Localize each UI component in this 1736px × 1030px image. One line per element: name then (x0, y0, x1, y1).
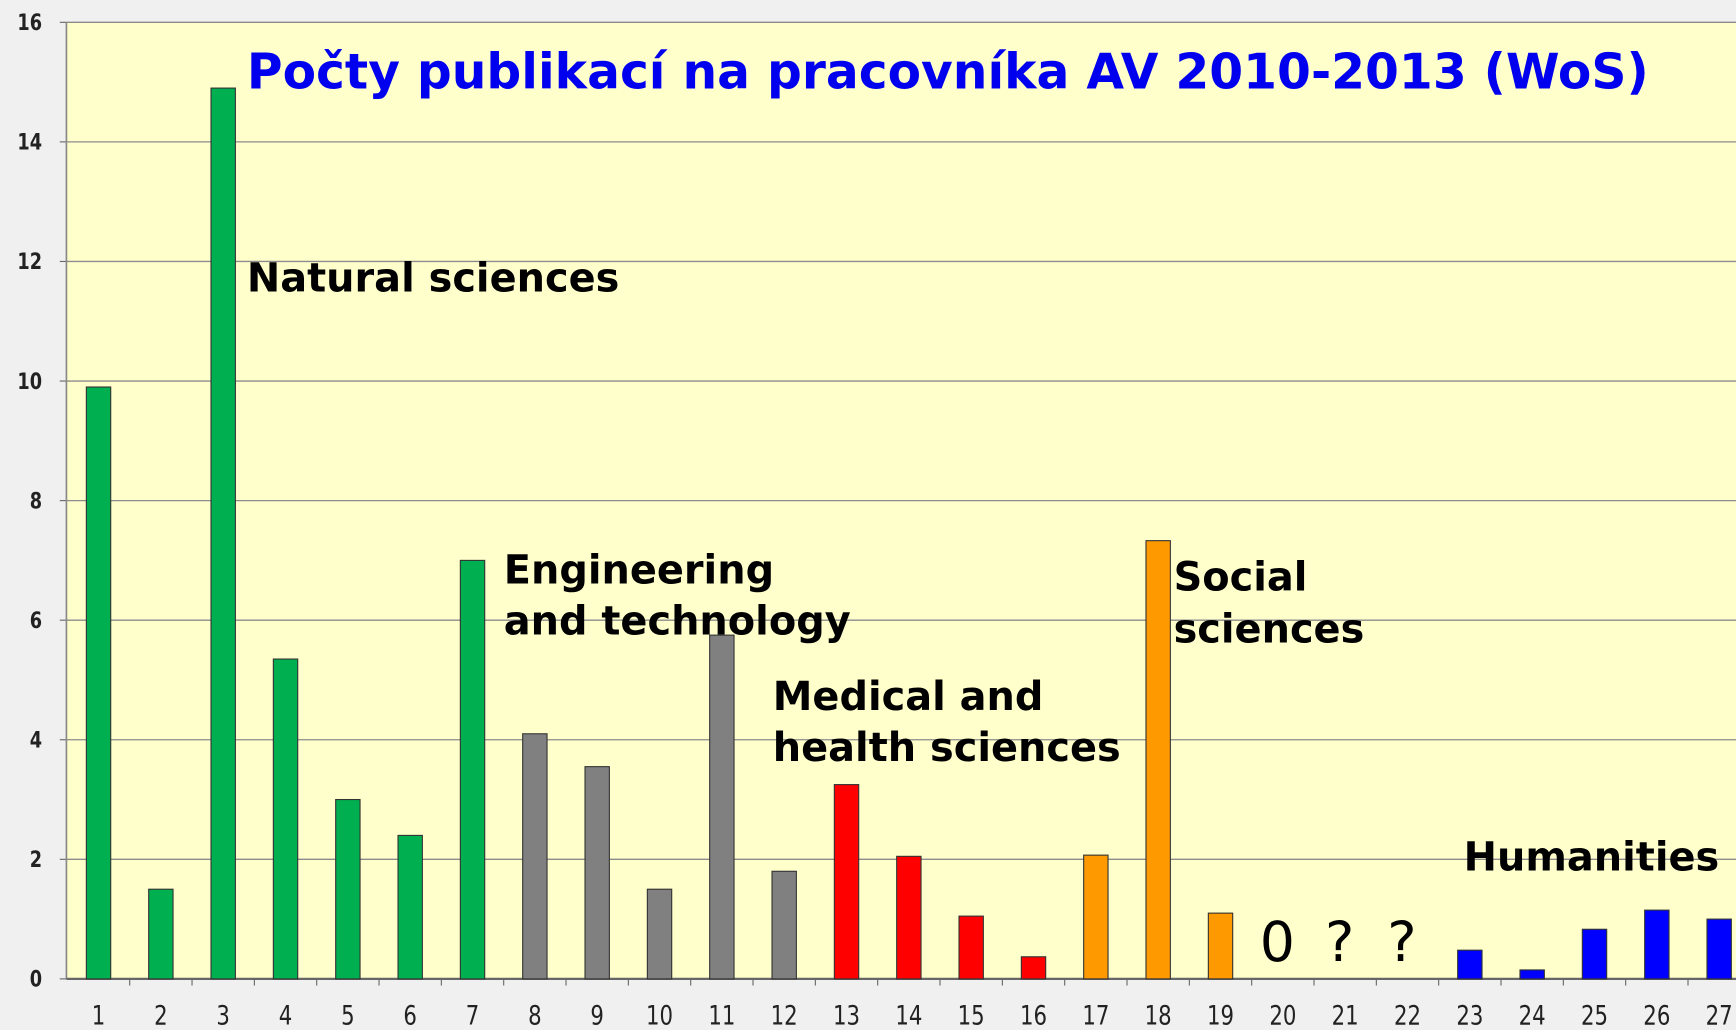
group-label: Medical and (773, 674, 1044, 720)
y-tick-label: 2 (30, 846, 42, 873)
bar (1706, 918, 1732, 980)
y-tick-label: 0 (30, 966, 42, 993)
x-tick-label: 25 (1581, 1000, 1608, 1030)
bar (1145, 540, 1171, 980)
x-tick-label: 9 (590, 1000, 604, 1030)
bar (85, 386, 112, 980)
bar (646, 888, 673, 980)
value-label: ? (1325, 911, 1354, 975)
bar (1581, 928, 1608, 980)
x-tick-label: 11 (708, 1000, 735, 1030)
x-tick-label: 14 (895, 1000, 922, 1030)
group-label: health sciences (773, 725, 1121, 771)
x-tick-label: 17 (1082, 1000, 1109, 1030)
y-tick-label: 6 (30, 607, 42, 634)
y-tick-label: 16 (17, 9, 42, 36)
x-tick-label: 22 (1394, 1000, 1421, 1030)
bar (584, 766, 610, 980)
bar (335, 798, 361, 980)
group-label: Social (1174, 554, 1308, 600)
bar (1083, 854, 1109, 980)
y-tick-label: 4 (30, 727, 42, 754)
value-label: ? (1387, 911, 1416, 975)
x-tick-label: 19 (1207, 1000, 1234, 1030)
bar (1457, 949, 1483, 980)
group-label: Natural sciences (247, 255, 619, 301)
x-tick-label: 2 (154, 1000, 168, 1030)
x-tick-label: 13 (833, 1000, 860, 1030)
x-tick-label: 26 (1643, 1000, 1670, 1030)
group-label: Humanities (1464, 834, 1720, 880)
bar (397, 834, 423, 980)
bar (210, 87, 236, 980)
x-tick-label: 1 (92, 1000, 106, 1030)
x-tick-label: 4 (279, 1000, 293, 1030)
x-tick-label: 16 (1020, 1000, 1047, 1030)
group-label: Engineering (504, 548, 774, 594)
x-tick-label: 12 (771, 1000, 798, 1030)
group-label: and technology (504, 599, 851, 645)
x-tick-label: 7 (466, 1000, 480, 1030)
bar (958, 915, 984, 980)
value-label: 0 (1260, 911, 1295, 975)
chart-title: Počty publikací na pracovníka AV 2010-20… (247, 45, 1649, 101)
bar (833, 784, 860, 980)
bar (459, 559, 486, 980)
bar (148, 888, 174, 980)
x-tick-label: 24 (1519, 1000, 1546, 1030)
bar (1207, 912, 1234, 980)
x-tick-label: 23 (1456, 1000, 1483, 1030)
y-tick-label: 12 (17, 248, 42, 275)
bar (522, 733, 548, 980)
y-tick-label: 8 (30, 487, 42, 514)
x-tick-label: 15 (958, 1000, 985, 1030)
x-tick-label: 8 (528, 1000, 542, 1030)
bar (272, 658, 299, 980)
x-tick-label: 27 (1706, 1000, 1733, 1030)
x-tick-label: 18 (1145, 1000, 1172, 1030)
x-tick-label: 20 (1269, 1000, 1296, 1030)
y-tick-label: 10 (17, 368, 42, 395)
bar (709, 634, 735, 980)
bar (1519, 969, 1545, 980)
bar (1644, 909, 1670, 980)
x-tick-label: 10 (646, 1000, 673, 1030)
x-tick-label: 21 (1332, 1000, 1359, 1030)
bar (1020, 956, 1047, 980)
x-tick-label: 3 (216, 1000, 230, 1030)
y-tick-label: 14 (17, 129, 42, 156)
group-label: sciences (1174, 606, 1365, 652)
bar (771, 870, 797, 980)
bar (896, 855, 922, 980)
x-tick-label: 6 (403, 1000, 417, 1030)
x-tick-label: 5 (341, 1000, 355, 1030)
